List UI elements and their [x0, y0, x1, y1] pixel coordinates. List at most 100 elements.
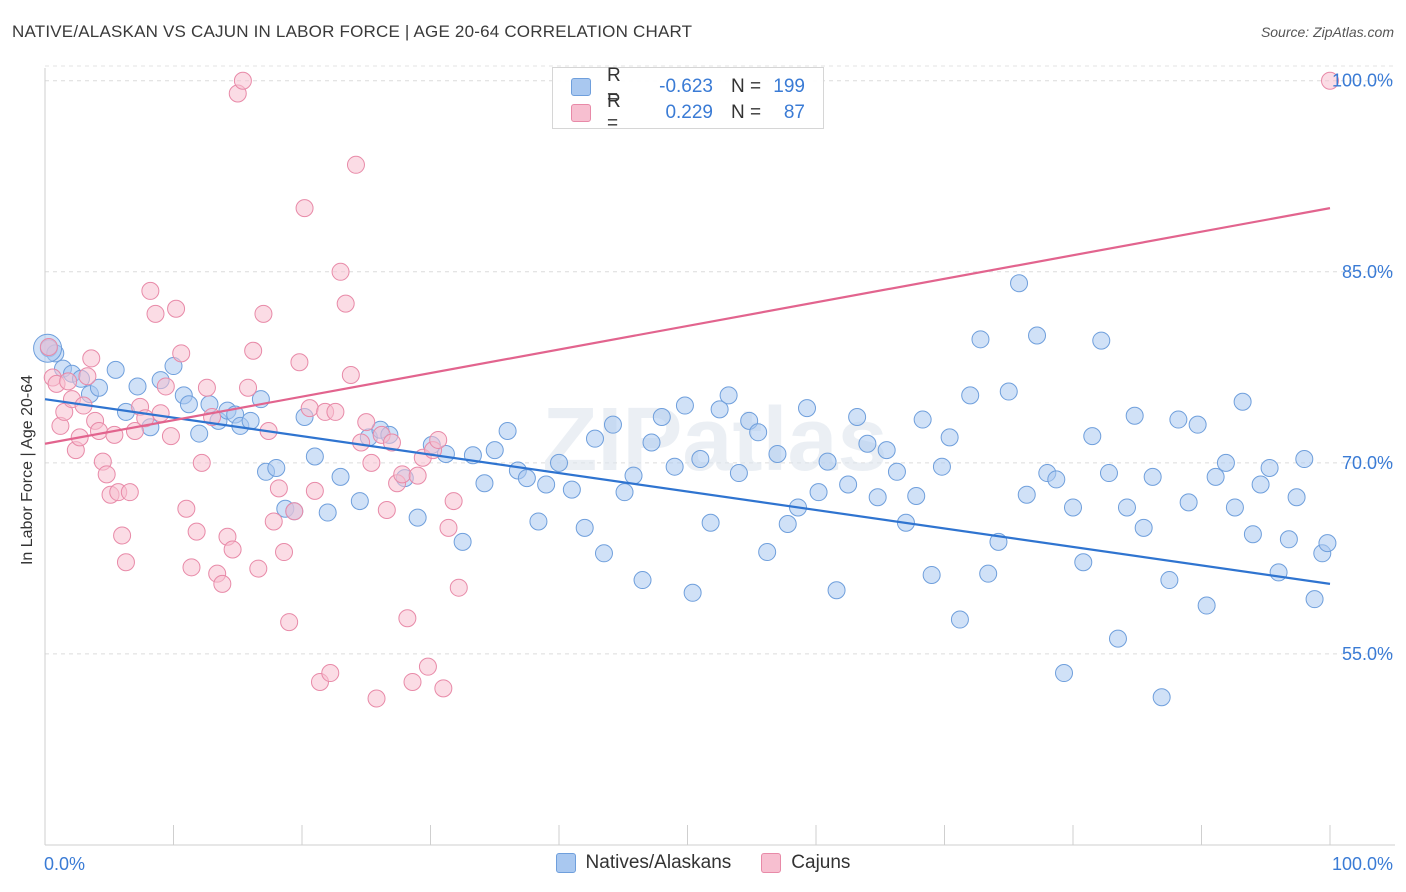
- cajun-point: [223, 540, 242, 559]
- cajun-point: [182, 558, 201, 577]
- natives-point: [683, 583, 702, 602]
- natives-point: [719, 386, 738, 405]
- natives-point: [485, 441, 504, 460]
- natives-point: [675, 396, 694, 415]
- y-axis-label: In Labor Force | Age 20-64: [19, 374, 36, 566]
- cajun-point: [403, 672, 422, 691]
- cajun-point: [161, 427, 180, 446]
- natives-point: [305, 447, 324, 466]
- natives-point: [179, 395, 198, 414]
- cajun-point: [321, 664, 340, 683]
- natives-point: [691, 450, 710, 469]
- natives-point: [408, 508, 427, 527]
- natives-point: [475, 474, 494, 493]
- cajun-trend-line: [44, 207, 1331, 445]
- cajun-point: [300, 399, 319, 418]
- cajun-point: [151, 404, 170, 423]
- cajun-point: [285, 502, 304, 521]
- natives-point: [701, 513, 720, 532]
- natives-point: [562, 480, 581, 499]
- legend-row-natives: R = -0.623 N = 199: [571, 65, 805, 108]
- natives-point: [453, 532, 472, 551]
- natives-point: [758, 543, 777, 562]
- tick-labels: 55.0% 70.0% 85.0% 100.0% 0.0% 100.0%: [44, 71, 1393, 874]
- cajun-point: [382, 433, 401, 452]
- natives-point: [1197, 596, 1216, 615]
- grid-lines: [45, 65, 1395, 655]
- natives-point: [907, 486, 926, 505]
- cajun-point: [197, 378, 216, 397]
- natives-point: [615, 483, 634, 502]
- natives-point: [940, 428, 959, 447]
- cajun-points: [39, 71, 1339, 708]
- natives-point: [809, 483, 828, 502]
- cajun-point: [78, 367, 97, 386]
- legend-r-label: R =: [607, 91, 621, 134]
- cajun-point: [249, 559, 268, 578]
- swatch-cajuns: [761, 853, 782, 873]
- y-tick-label: 70.0%: [1342, 453, 1393, 473]
- natives-point: [1260, 458, 1279, 477]
- cajun-point: [398, 609, 417, 628]
- legend-r-label: R =: [607, 65, 621, 108]
- natives-point: [710, 400, 729, 419]
- natives-point: [1279, 530, 1298, 549]
- cajun-point: [167, 299, 186, 318]
- cajun-point: [346, 155, 365, 174]
- cajun-point: [97, 465, 116, 484]
- natives-point: [1092, 331, 1111, 350]
- natives-point: [778, 515, 797, 534]
- cajun-point: [244, 341, 263, 360]
- natives-point: [106, 360, 125, 379]
- legend-n-label: N =: [731, 102, 762, 123]
- cajun-point: [233, 71, 252, 90]
- cajun-point: [352, 433, 371, 452]
- cajun-point: [213, 574, 232, 593]
- cajun-point: [39, 337, 58, 356]
- natives-point: [1305, 590, 1324, 609]
- chart-title: NATIVE/ALASKAN VS CAJUN IN LABOR FORCE |…: [12, 22, 693, 41]
- cajun-point: [264, 512, 283, 531]
- axes: [44, 68, 1395, 846]
- cajun-point: [295, 199, 314, 218]
- cajun-point: [341, 365, 360, 384]
- legend-row-cajuns: R = 0.229 N = 87: [571, 91, 805, 134]
- cajun-point: [275, 543, 294, 562]
- natives-point: [603, 415, 622, 434]
- natives-point: [868, 488, 887, 507]
- cajun-point: [146, 304, 165, 323]
- x-tick-label-start: 0.0%: [44, 854, 85, 874]
- cajun-point: [192, 453, 211, 472]
- legend-n-label: N =: [731, 76, 762, 97]
- legend-n-value: 87: [783, 102, 805, 123]
- natives-point: [798, 399, 817, 418]
- natives-point: [848, 408, 867, 427]
- natives-point: [877, 441, 896, 460]
- natives-point: [594, 544, 613, 563]
- cajun-point: [239, 378, 258, 397]
- natives-point: [1295, 450, 1314, 469]
- legend-swatch-cajuns: [571, 104, 591, 122]
- natives-point: [950, 610, 969, 629]
- cajun-point: [449, 578, 468, 597]
- natives-point: [1169, 410, 1188, 429]
- cajun-point: [305, 481, 324, 500]
- cajun-point: [326, 402, 345, 421]
- natives-point: [350, 492, 369, 511]
- natives-point: [932, 457, 951, 476]
- x-tick-label-end: 100.0%: [1332, 854, 1393, 874]
- y-tick-label: 85.0%: [1342, 262, 1393, 282]
- natives-point: [818, 452, 837, 471]
- natives-point: [1160, 571, 1179, 590]
- natives-point: [729, 464, 748, 483]
- natives-point: [1225, 498, 1244, 517]
- natives-point: [1125, 406, 1144, 425]
- natives-point: [652, 408, 671, 427]
- cajun-point: [82, 349, 101, 368]
- cajun-point: [156, 377, 175, 396]
- natives-point: [827, 581, 846, 600]
- cajun-point: [439, 518, 458, 537]
- natives-point: [585, 429, 604, 448]
- natives-point: [1083, 427, 1102, 446]
- natives-point: [128, 377, 147, 396]
